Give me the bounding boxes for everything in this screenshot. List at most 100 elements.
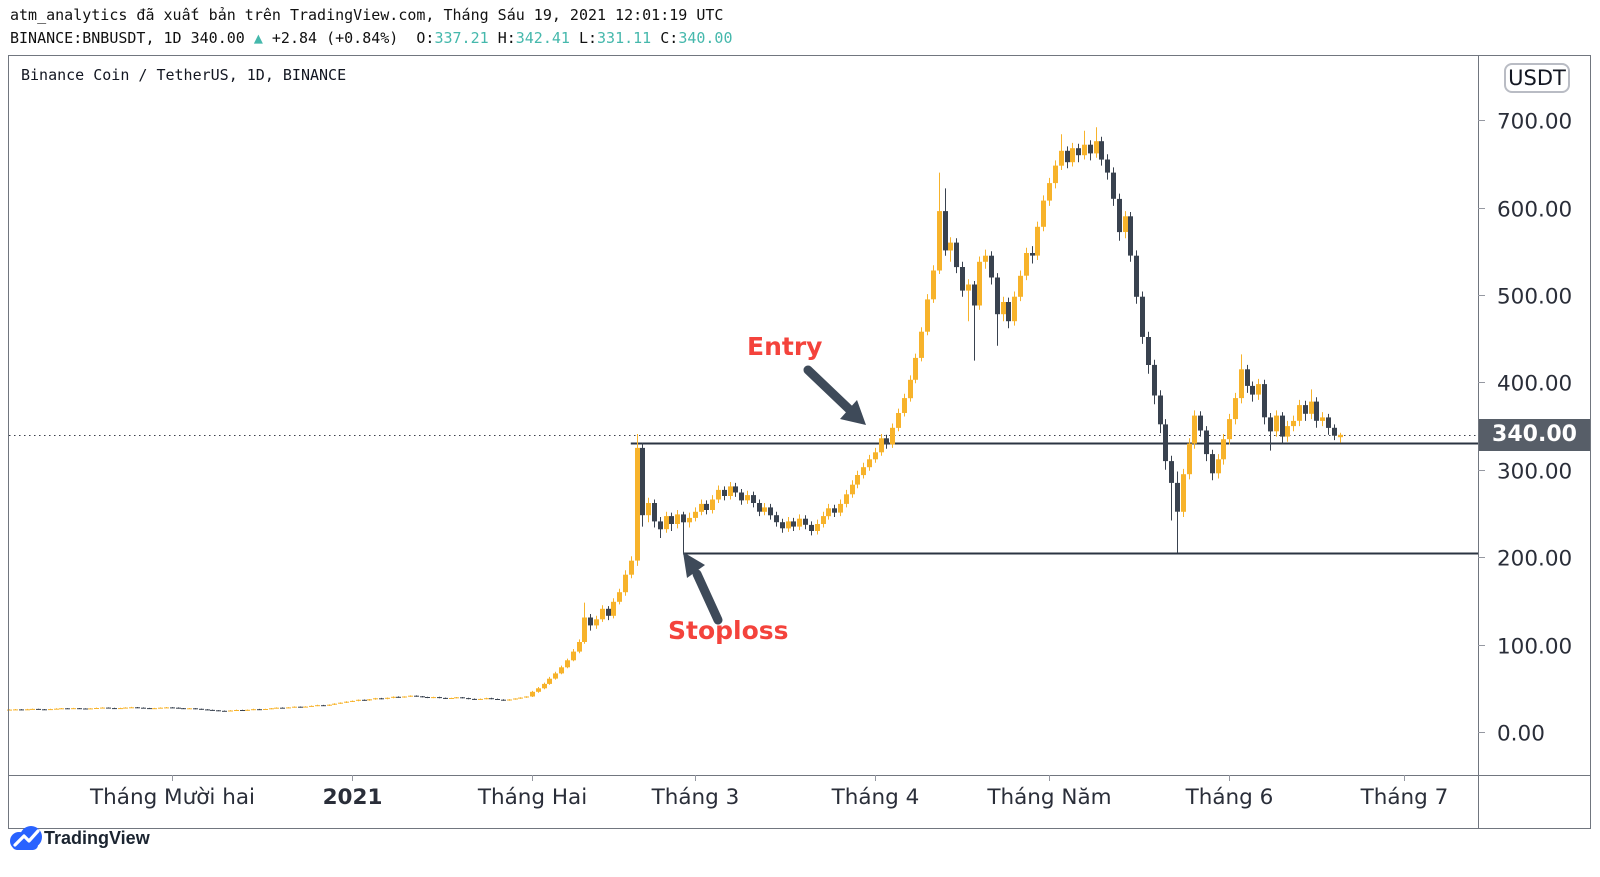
- candle-body: [420, 696, 425, 698]
- candle-body: [954, 242, 959, 268]
- candle-body: [855, 475, 860, 485]
- candle-body: [1291, 420, 1296, 427]
- candle-body: [1146, 337, 1151, 365]
- candle-body: [1140, 296, 1145, 337]
- y-axis-label[interactable]: 700.00: [1497, 110, 1572, 135]
- candle-body: [367, 699, 372, 701]
- candle-body: [1198, 415, 1203, 431]
- candle-body: [1047, 183, 1052, 201]
- candle-body: [484, 698, 489, 700]
- candle-body: [274, 707, 279, 709]
- currency-toggle-button[interactable]: USDT: [1504, 63, 1570, 93]
- ohlc-close-value: 340.00: [678, 29, 733, 47]
- candle-body: [321, 705, 326, 707]
- candle-body: [1175, 482, 1180, 512]
- x-axis-label[interactable]: Tháng 6: [1185, 785, 1274, 810]
- symbol-info: BINANCE:BNBUSDT, 1D 340.00: [10, 29, 245, 47]
- candle-body: [1163, 424, 1168, 462]
- x-axis-label[interactable]: 2021: [323, 785, 383, 810]
- candle-body: [83, 708, 88, 710]
- candle-body: [489, 698, 494, 700]
- x-axis-label[interactable]: Tháng Năm: [986, 785, 1111, 810]
- stoploss-arrow-head: [683, 552, 705, 578]
- candle-body: [966, 284, 971, 291]
- candle-body: [1285, 426, 1290, 437]
- candle-body: [571, 651, 576, 661]
- candle-body: [710, 499, 715, 510]
- candle-body: [681, 514, 686, 523]
- chart-title: Binance Coin / TetherUS, 1D, BINANCE: [21, 66, 347, 84]
- candle-body: [1158, 395, 1163, 425]
- candle-body: [518, 697, 523, 699]
- tradingview-logo-icon[interactable]: [10, 826, 42, 850]
- candle-body: [309, 705, 314, 707]
- candle-body: [1082, 144, 1087, 156]
- candle-body: [983, 255, 988, 262]
- x-axis-label[interactable]: Tháng Mười hai: [89, 785, 255, 810]
- candle-body: [867, 459, 872, 468]
- current-price-badge: 340.00: [1479, 419, 1590, 451]
- candle-body: [780, 522, 785, 529]
- candle-body: [1245, 369, 1250, 386]
- candle-body: [402, 696, 407, 698]
- candle-body: [658, 521, 663, 530]
- candle-body: [181, 708, 186, 710]
- candle-body: [635, 447, 640, 561]
- candle-body: [652, 503, 657, 522]
- candle-body: [94, 708, 99, 709]
- candle-body: [48, 709, 53, 711]
- x-axis-label[interactable]: Tháng Hai: [477, 785, 587, 810]
- candle-body: [472, 698, 477, 700]
- candle-body: [240, 710, 245, 711]
- y-axis-label[interactable]: 300.00: [1497, 460, 1572, 485]
- candle-body: [623, 574, 628, 593]
- candle-body: [513, 698, 518, 700]
- candle-body: [664, 516, 669, 530]
- y-axis-label[interactable]: 500.00: [1497, 285, 1572, 310]
- candle-body: [362, 699, 367, 701]
- price-change: +2.84 (+0.84%): [271, 29, 399, 47]
- candle-body: [1309, 401, 1314, 414]
- candle-body: [315, 705, 320, 707]
- y-axis-label[interactable]: 0.00: [1497, 722, 1545, 747]
- candle-body: [937, 211, 942, 271]
- y-axis-label[interactable]: 200.00: [1497, 547, 1572, 572]
- candle-body: [536, 688, 541, 692]
- candle-body: [437, 697, 442, 699]
- candle-body: [373, 698, 378, 700]
- candle-body: [1088, 144, 1093, 154]
- candle-body: [977, 261, 982, 306]
- y-axis-label[interactable]: 400.00: [1497, 372, 1572, 397]
- candle-body: [832, 508, 837, 513]
- candle-body: [391, 696, 396, 698]
- x-axis-label[interactable]: Tháng 4: [831, 785, 920, 810]
- candle-body: [762, 507, 767, 512]
- candle-body: [77, 708, 82, 710]
- candle-body: [495, 699, 500, 700]
- candle-body: [530, 691, 535, 697]
- ohlc-low-label: L:: [578, 29, 598, 47]
- y-axis-label[interactable]: 600.00: [1497, 198, 1572, 223]
- candle-body: [559, 667, 564, 674]
- candle-body: [896, 413, 901, 428]
- candle-body: [1041, 200, 1046, 227]
- candle-body: [611, 601, 616, 616]
- candle-body: [617, 592, 622, 602]
- candle-body: [1326, 417, 1331, 428]
- tradingview-brand-text[interactable]: TradingView: [44, 828, 150, 848]
- y-axis-label[interactable]: 100.00: [1497, 635, 1572, 660]
- x-axis-label[interactable]: Tháng 7: [1360, 785, 1449, 810]
- candle-body: [187, 708, 192, 710]
- candle-body: [739, 492, 744, 501]
- candle-body: [733, 486, 738, 493]
- publish-info-line: atm_analytics đã xuất bản trên TradingVi…: [10, 6, 724, 24]
- x-axis-label[interactable]: Tháng 3: [651, 785, 740, 810]
- stoploss-annotation-label: Stoploss: [668, 616, 789, 645]
- candle-body: [786, 521, 791, 529]
- candle-body: [728, 486, 733, 496]
- candle-body: [298, 706, 303, 708]
- candle-body: [751, 495, 756, 503]
- candle-body: [118, 708, 123, 710]
- symbol-status-line: BINANCE:BNBUSDT, 1D 340.00 ▲ +2.84 (+0.8…: [10, 29, 733, 47]
